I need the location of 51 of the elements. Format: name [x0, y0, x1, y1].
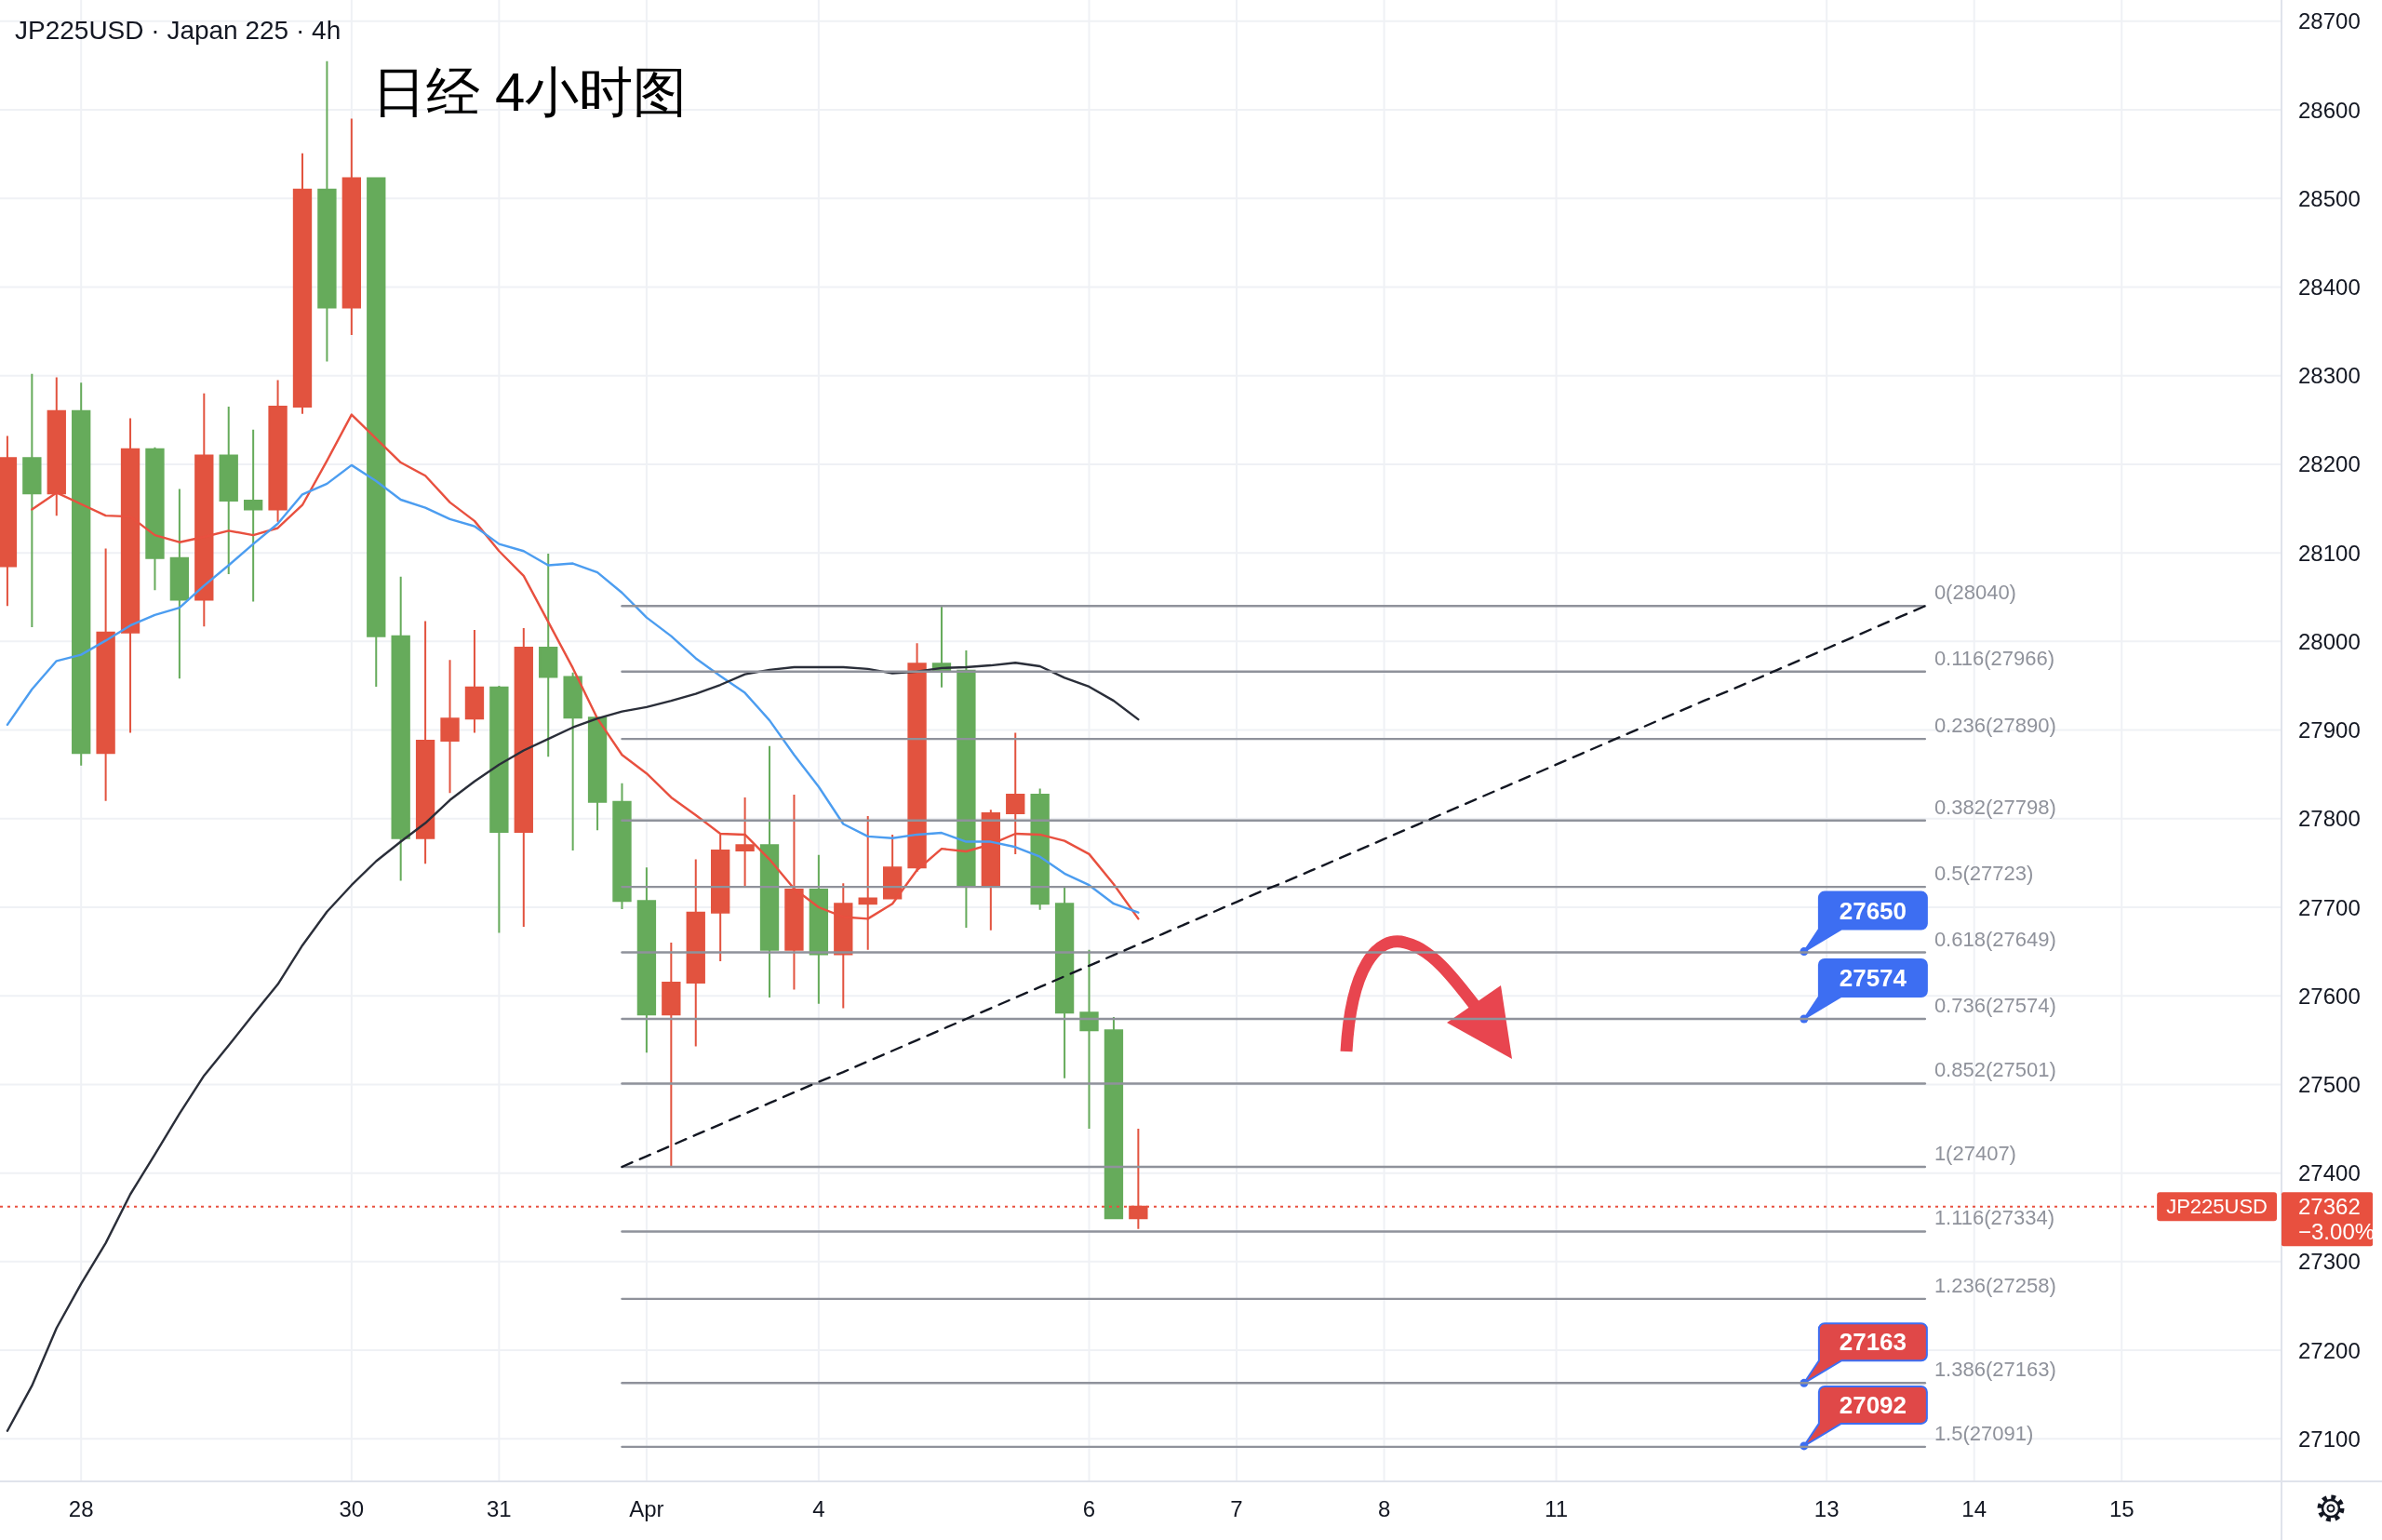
x-tick-label: 15 — [2108, 1495, 2134, 1521]
series-label: 1(27407) — [1934, 1141, 2016, 1165]
y-tick-label: 28700 — [2298, 8, 2361, 34]
series-label: 1.116(27334) — [1934, 1206, 2055, 1230]
x-tick-label: 28 — [68, 1495, 94, 1521]
y-tick-label: 27100 — [2298, 1426, 2361, 1452]
y-tick-label: 27500 — [2298, 1071, 2361, 1097]
y-tick-label: 28400 — [2298, 275, 2361, 300]
series-label: 0.5(27723) — [1934, 862, 2034, 886]
series-label: 0.618(27649) — [1934, 927, 2056, 951]
y-tick-label: 27300 — [2298, 1249, 2361, 1275]
y-tick-label: 27900 — [2298, 717, 2361, 743]
annotation: 27650 — [1839, 896, 1907, 925]
y-tick-label: 28500 — [2298, 185, 2361, 211]
series-label: 0.116(27966) — [1934, 646, 2055, 670]
series-label: 0.236(27890) — [1934, 714, 2056, 738]
series-label: 1.386(27163) — [1934, 1358, 2056, 1382]
x-tick-label: 11 — [1545, 1495, 1568, 1521]
annotation: 27574 — [1839, 963, 1907, 992]
y-tick-label: 27800 — [2298, 806, 2361, 832]
text: 27362 — [2298, 1194, 2361, 1220]
x-tick-label: 7 — [1230, 1495, 1243, 1521]
x-tick-label: 31 — [487, 1495, 512, 1521]
y-tick-label: 28300 — [2298, 363, 2361, 389]
series-label: 0.736(27574) — [1934, 993, 2056, 1017]
y-tick-label: 27200 — [2298, 1337, 2361, 1363]
x-tick-label: 13 — [1813, 1495, 1840, 1521]
y-tick-label: 28100 — [2298, 540, 2361, 566]
annotation: 27163 — [1839, 1328, 1907, 1357]
x-tick-label: 30 — [339, 1495, 365, 1521]
x-tick-label: 4 — [812, 1495, 825, 1521]
text: JP225USD · Japan 225 · 4h — [15, 16, 341, 45]
series-label: 0.852(27501) — [1934, 1058, 2056, 1082]
y-tick-label: 27600 — [2298, 983, 2361, 1009]
ref-line-label: JP225USD — [2166, 1195, 2268, 1219]
y-tick-label: 27400 — [2298, 1160, 2361, 1186]
x-tick-label: 6 — [1082, 1495, 1096, 1521]
y-tick-label: 28600 — [2298, 97, 2361, 123]
series-label: 1.236(27258) — [1934, 1273, 2056, 1297]
annotation: 27092 — [1839, 1390, 1907, 1419]
y-tick-label: 28000 — [2298, 628, 2361, 654]
x-tick-label: 8 — [1377, 1495, 1391, 1521]
y-tick-label: 27700 — [2298, 894, 2361, 920]
text: 日经 4小时图 — [372, 61, 688, 122]
x-tick-label: 14 — [1961, 1495, 1987, 1521]
x-tick-label: Apr — [629, 1495, 664, 1521]
series-label: 0.382(27798) — [1934, 795, 2056, 819]
y-tick-label: 28200 — [2298, 451, 2361, 477]
series-label: 0(28040) — [1934, 581, 2016, 605]
text: −3.00% — [2298, 1218, 2375, 1244]
series-label: 1.5(27091) — [1934, 1421, 2034, 1445]
